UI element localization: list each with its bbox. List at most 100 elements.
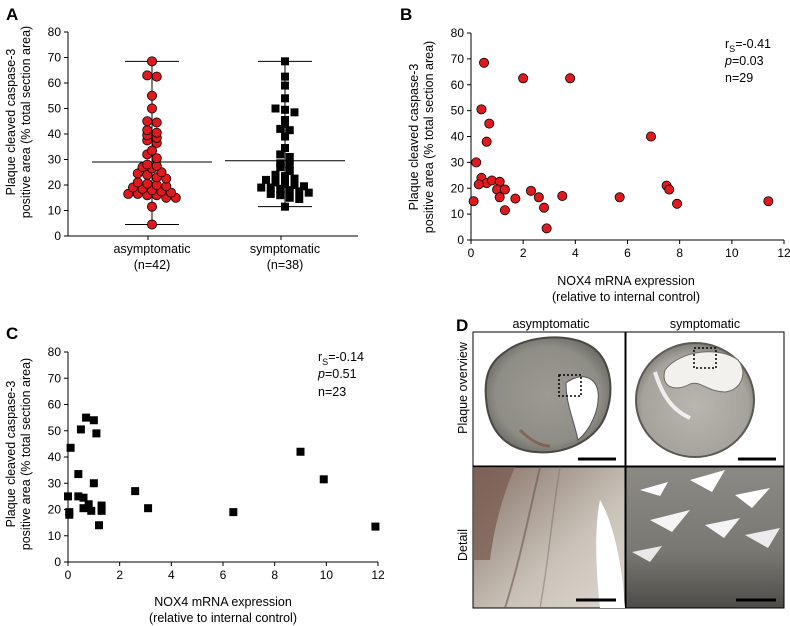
panel-b-point	[664, 184, 675, 195]
panel-a-y-tick-label: 10	[48, 204, 62, 218]
panel-a-point	[281, 202, 289, 211]
panel-c-xlabel-line2: (relative to internal control)	[149, 611, 297, 625]
panel-b-y-tick-label: 80	[451, 26, 465, 40]
panel-c-point	[296, 447, 305, 456]
panel-c-y-tick-label: 20	[48, 503, 62, 517]
panel-b-point	[499, 205, 510, 216]
panel-c-x-tick-label: 12	[371, 568, 385, 582]
panel-b-y-tick-label: 0	[457, 233, 464, 247]
panel-b-axes: 0 10 20 30 40 50 60 70 80 0 2 4 6 8 10 12	[451, 26, 790, 260]
panel-a-point	[295, 195, 304, 204]
panel-a-point	[146, 219, 157, 230]
panel-a-point	[285, 193, 294, 202]
panel-a-point	[281, 172, 289, 181]
panel-c-stat-r-value: =-0.14	[328, 350, 364, 364]
panel-a-point	[271, 170, 280, 179]
panel-a-point	[142, 125, 153, 136]
panel-b-point	[510, 193, 521, 204]
panel-a-point	[281, 72, 289, 81]
tissue-lumen	[596, 500, 625, 608]
panel-c-point	[97, 506, 106, 515]
panel-c-y-tick-label: 10	[48, 529, 62, 543]
panel-a-point	[281, 105, 289, 114]
panel-a-point	[276, 150, 285, 159]
panel-a-point	[146, 90, 157, 101]
panel-b-point	[471, 157, 482, 168]
panel-b-y-tick-label: 30	[451, 155, 465, 169]
panel-a-point	[142, 116, 153, 127]
panel-c-stat-r-sub: S	[322, 357, 328, 367]
tissue-fiber	[539, 466, 561, 609]
panel-a-point	[276, 159, 285, 168]
panel-b-point	[539, 202, 550, 213]
panel-b-stat-r-sub: S	[729, 44, 735, 54]
panel-c-point	[84, 500, 93, 509]
panel-b-y-tick-label: 50	[451, 104, 465, 118]
panel-b-point	[479, 57, 490, 68]
panel-b-point	[473, 179, 484, 190]
panel-label-b: B	[400, 5, 412, 24]
panel-b-point	[525, 185, 536, 196]
panel-a-group1-label: asymptomatic	[113, 242, 190, 256]
panel-b-y-tick-label: 40	[451, 130, 465, 144]
panel-a-point	[290, 108, 299, 117]
cholesterol-cleft	[705, 518, 740, 538]
panel-b-point	[499, 184, 510, 195]
detail-region-box	[693, 347, 717, 369]
panel-b-point	[481, 136, 492, 147]
panel-c-stat-p-value: =0.51	[325, 367, 357, 381]
panel-a-point	[276, 191, 285, 200]
panel-b-point	[476, 104, 487, 115]
panel-a-point	[262, 175, 270, 184]
panel-c: C 0 10 20 30 40 50 60 70 80 0 2 4 6 8 10 12 Plaque clea…	[4, 324, 385, 625]
panel-c-ylabel-line1: Plaque cleaved caspase-3	[4, 381, 18, 528]
panel-c-point	[131, 487, 140, 496]
panel-a-point	[290, 181, 299, 189]
panel-a-point	[146, 56, 157, 67]
panel-c-point	[74, 492, 83, 501]
panel-d-row-overview: Plaque overview	[456, 341, 470, 434]
panel-a-group2-label: symptomatic	[250, 242, 320, 256]
panel-b-stat-r-value: =-0.41	[735, 37, 771, 51]
panel-a-point	[285, 160, 294, 169]
panel-d: D asymptomatic symptomatic Plaque overvi…	[456, 316, 785, 609]
panel-b: B 0 10 20 30 40 50 60 70 80 0 2 4 6 8 10 12 Plaque clea…	[400, 5, 790, 304]
panel-a-point	[151, 153, 162, 164]
panel-a-point	[257, 183, 266, 192]
panel-b-x-tick-label: 6	[624, 246, 631, 260]
cholesterol-cleft	[640, 482, 668, 496]
panel-a-point	[285, 152, 294, 161]
panel-a-point	[271, 178, 280, 187]
panel-c-axes: 0 10 20 30 40 50 60 70 80 0 2 4 6 8 10 12	[48, 345, 385, 582]
panel-b-stat-r-prefix: r	[725, 37, 729, 51]
cholesterol-cleft	[735, 488, 770, 508]
panel-b-point	[565, 73, 576, 84]
cholesterol-cleft	[745, 528, 780, 548]
panel-c-point	[66, 443, 75, 452]
panel-b-stat-r: rS=-0.41	[725, 37, 771, 54]
panel-c-stat-n: n=23	[318, 385, 346, 399]
panel-d-row-detail: Detail	[456, 529, 470, 561]
panel-a-point	[281, 57, 289, 66]
panel-b-ylabel-line2: positive area (% total section area)	[422, 41, 436, 233]
micrograph-detail-asymptomatic	[472, 466, 626, 609]
panel-c-point	[371, 522, 380, 531]
plaque-lumen	[565, 376, 599, 441]
panel-b-x-tick-label: 2	[520, 246, 527, 260]
panel-a-point	[151, 117, 162, 128]
panel-a-point	[146, 103, 157, 114]
panel-c-stat-p: p=0.51	[317, 367, 357, 381]
panel-label-c: C	[6, 324, 18, 343]
micrograph-overview-asymptomatic	[472, 331, 626, 467]
panel-c-y-tick-label: 30	[48, 476, 62, 490]
panel-c-point	[89, 416, 98, 425]
panel-c-x-tick-label: 8	[271, 568, 278, 582]
panel-a-point	[266, 189, 275, 198]
panel-c-x-tick-label: 4	[168, 568, 175, 582]
panel-c-point	[97, 501, 106, 510]
panel-c-x-tick-label: 10	[320, 568, 334, 582]
panel-c-point	[65, 510, 74, 519]
panel-d-col-asymptomatic: asymptomatic	[512, 317, 589, 331]
panel-b-stat-p: p=0.03	[724, 54, 764, 68]
